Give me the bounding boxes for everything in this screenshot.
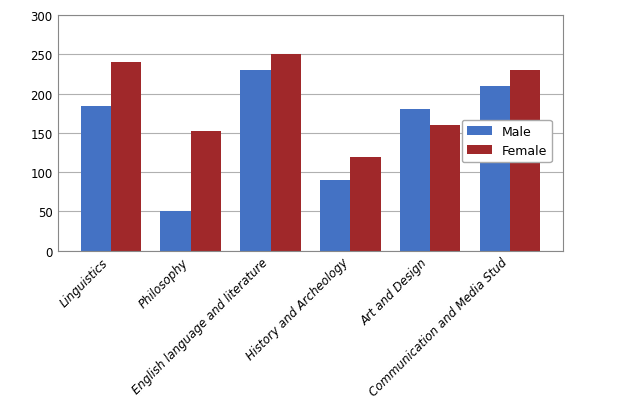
- Bar: [111, 63, 141, 251]
- Bar: [161, 212, 191, 251]
- Bar: [191, 131, 221, 251]
- Bar: [400, 110, 430, 251]
- Bar: [271, 55, 301, 251]
- Bar: [320, 181, 350, 251]
- Bar: [430, 126, 460, 251]
- Bar: [81, 106, 111, 251]
- Legend: Male, Female: Male, Female: [461, 121, 552, 163]
- Bar: [510, 71, 540, 251]
- Bar: [479, 87, 510, 251]
- Bar: [350, 157, 381, 251]
- Bar: [240, 71, 271, 251]
